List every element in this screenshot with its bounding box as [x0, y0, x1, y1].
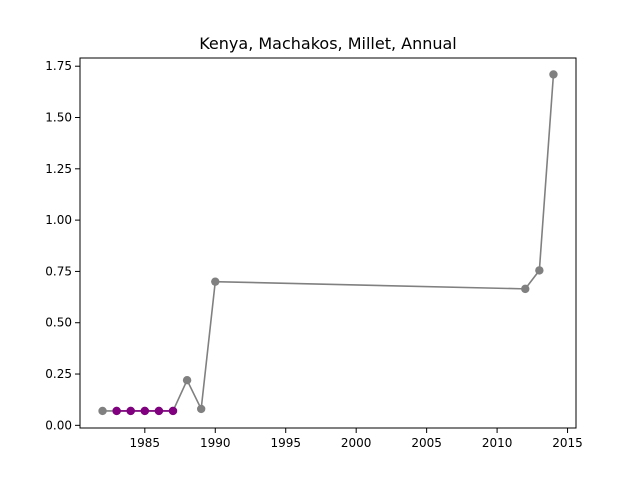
y-tick-label: 1.25: [45, 162, 72, 176]
x-tick-label: 2015: [552, 436, 583, 450]
x-tick-label: 1995: [270, 436, 301, 450]
y-tick-label: 1.00: [45, 213, 72, 227]
series-1-point: [140, 406, 150, 416]
x-tick-label: 2005: [411, 436, 442, 450]
x-tick-label: 2010: [482, 436, 513, 450]
series-0-point: [182, 375, 192, 385]
series-0-line: [102, 74, 555, 412]
plot-frame: [79, 57, 577, 429]
series-1-point: [154, 406, 164, 416]
series-0-point: [98, 406, 107, 416]
series-0-point: [549, 70, 558, 79]
series-0-point: [535, 266, 544, 275]
series-1-point: [112, 406, 121, 416]
series-1-point: [126, 406, 135, 416]
series-1-point: [168, 406, 178, 416]
series-0-point: [211, 277, 220, 286]
x-tick-label: 2000: [341, 436, 372, 450]
series-0-point: [521, 284, 530, 294]
y-tick-label: 0.50: [45, 316, 72, 330]
y-tick-label: 0.00: [45, 418, 72, 432]
series-0-point: [196, 404, 206, 414]
y-tick-label: 0.25: [45, 367, 72, 381]
x-tick-label: 1990: [200, 436, 231, 450]
y-tick-label: 1.75: [45, 59, 72, 73]
chart-title: Kenya, Machakos, Millet, Annual: [199, 34, 457, 53]
x-axis: 1985 1990 1995 2000 2005 2010 2015: [130, 428, 583, 450]
x-tick-label: 1985: [130, 436, 161, 450]
y-tick-label: 0.75: [45, 264, 72, 278]
y-axis: 0.00 0.25 0.50 0.75 1.00 1.25 1.50 1.75: [45, 59, 80, 432]
y-tick-label: 1.50: [45, 111, 72, 125]
series-layer: [98, 70, 558, 416]
